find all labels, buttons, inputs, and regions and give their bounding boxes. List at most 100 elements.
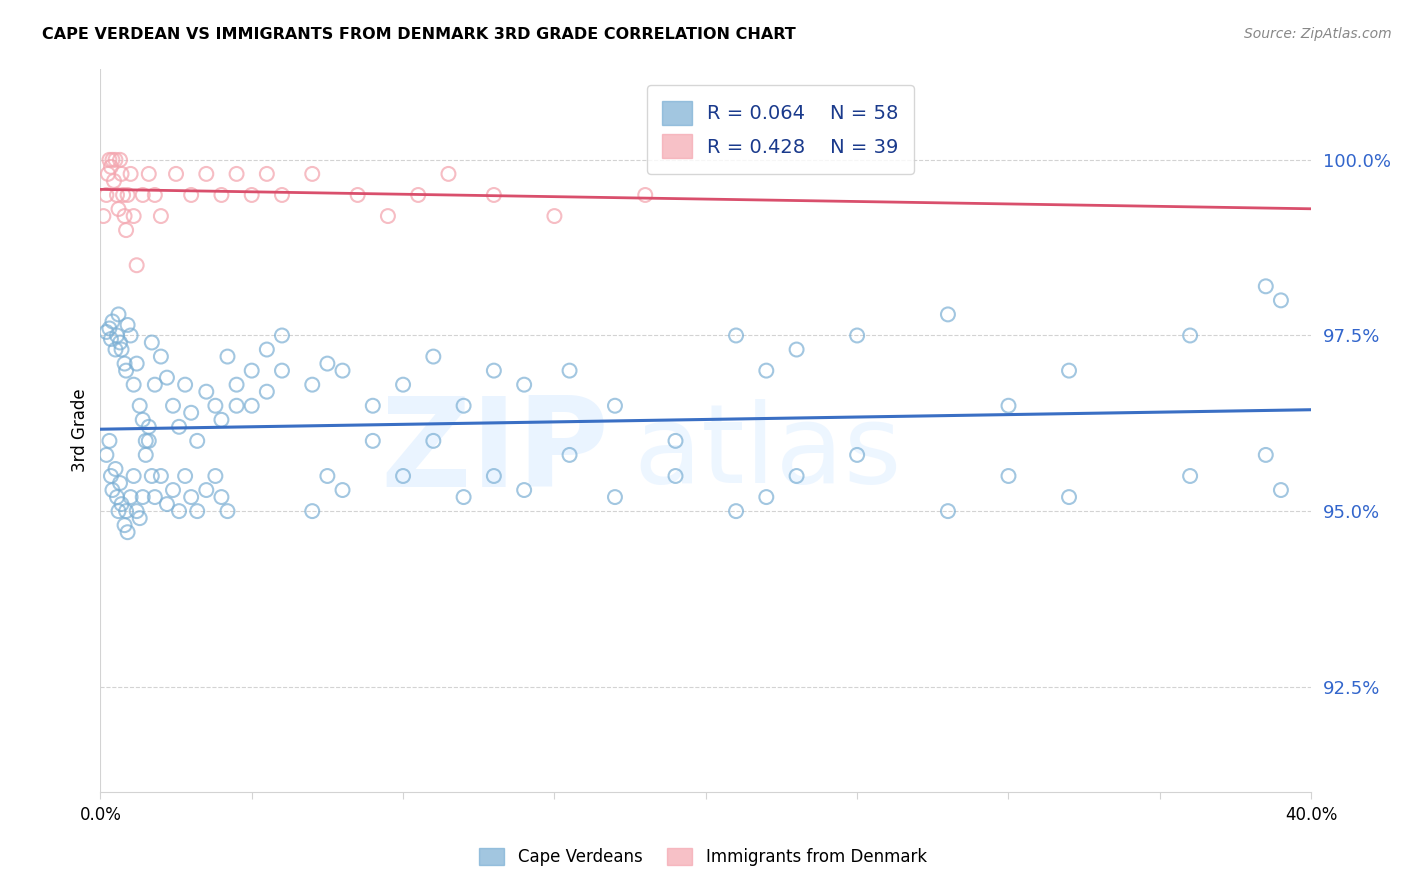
Point bbox=[180, 188, 202, 202]
Point bbox=[664, 469, 686, 483]
Point bbox=[603, 399, 626, 413]
Point bbox=[603, 490, 626, 504]
Point bbox=[138, 167, 160, 181]
Point bbox=[846, 328, 869, 343]
Point bbox=[105, 490, 128, 504]
Text: CAPE VERDEAN VS IMMIGRANTS FROM DENMARK 3RD GRADE CORRELATION CHART: CAPE VERDEAN VS IMMIGRANTS FROM DENMARK … bbox=[42, 27, 796, 42]
Point bbox=[101, 153, 124, 167]
Text: 0.0%: 0.0% bbox=[79, 806, 121, 824]
Point bbox=[120, 328, 142, 343]
Point bbox=[114, 357, 136, 371]
Point bbox=[100, 160, 122, 174]
Point bbox=[543, 209, 565, 223]
Point bbox=[271, 328, 294, 343]
Point bbox=[332, 363, 354, 377]
Point bbox=[108, 476, 131, 491]
Point bbox=[115, 363, 138, 377]
Point bbox=[204, 469, 226, 483]
Point bbox=[195, 167, 218, 181]
Point bbox=[96, 188, 118, 202]
Point bbox=[115, 223, 138, 237]
Point bbox=[453, 490, 475, 504]
Point bbox=[225, 399, 247, 413]
Point bbox=[186, 434, 208, 448]
Point bbox=[132, 490, 155, 504]
Point bbox=[422, 434, 444, 448]
Point bbox=[392, 377, 415, 392]
Legend: R = 0.064    N = 58, R = 0.428    N = 39: R = 0.064 N = 58, R = 0.428 N = 39 bbox=[647, 86, 914, 174]
Point bbox=[195, 384, 218, 399]
Point bbox=[115, 504, 138, 518]
Point bbox=[122, 377, 145, 392]
Point bbox=[93, 209, 115, 223]
Point bbox=[997, 399, 1019, 413]
Point bbox=[1270, 293, 1292, 308]
Point bbox=[240, 188, 263, 202]
Point bbox=[1254, 279, 1277, 293]
Point bbox=[786, 343, 808, 357]
Point bbox=[453, 399, 475, 413]
Point bbox=[316, 357, 339, 371]
Point bbox=[174, 377, 197, 392]
Point bbox=[105, 188, 128, 202]
Point bbox=[225, 377, 247, 392]
Point bbox=[114, 518, 136, 533]
Point bbox=[482, 363, 505, 377]
Point bbox=[1057, 490, 1080, 504]
Point bbox=[217, 350, 239, 364]
Point bbox=[98, 321, 121, 335]
Point bbox=[180, 490, 202, 504]
Point bbox=[97, 167, 120, 181]
Point bbox=[936, 307, 959, 321]
Point bbox=[143, 490, 166, 504]
Point bbox=[165, 167, 187, 181]
Point bbox=[141, 469, 163, 483]
Point bbox=[98, 434, 121, 448]
Point bbox=[346, 188, 368, 202]
Text: atlas: atlas bbox=[633, 399, 901, 506]
Point bbox=[162, 483, 184, 497]
Point bbox=[361, 434, 384, 448]
Point bbox=[217, 504, 239, 518]
Point bbox=[406, 188, 429, 202]
Point bbox=[167, 419, 190, 434]
Point bbox=[482, 469, 505, 483]
Point bbox=[125, 504, 148, 518]
Point bbox=[100, 469, 122, 483]
Point bbox=[132, 413, 155, 427]
Point bbox=[108, 335, 131, 350]
Point bbox=[117, 318, 139, 332]
Point bbox=[209, 188, 232, 202]
Point bbox=[301, 377, 323, 392]
Point bbox=[114, 209, 136, 223]
Point bbox=[271, 188, 294, 202]
Point bbox=[132, 188, 155, 202]
Point bbox=[664, 434, 686, 448]
Point bbox=[377, 209, 399, 223]
Point bbox=[167, 504, 190, 518]
Point bbox=[361, 399, 384, 413]
Point bbox=[256, 167, 278, 181]
Point bbox=[125, 357, 148, 371]
Point bbox=[128, 511, 150, 525]
Point bbox=[135, 434, 157, 448]
Point bbox=[936, 504, 959, 518]
Point bbox=[195, 483, 218, 497]
Point bbox=[100, 332, 122, 346]
Text: Source: ZipAtlas.com: Source: ZipAtlas.com bbox=[1244, 27, 1392, 41]
Point bbox=[513, 377, 536, 392]
Point bbox=[107, 202, 129, 216]
Point bbox=[103, 174, 125, 188]
Point bbox=[174, 469, 197, 483]
Point bbox=[101, 314, 124, 328]
Point bbox=[143, 377, 166, 392]
Point bbox=[104, 153, 127, 167]
Point bbox=[725, 504, 748, 518]
Point bbox=[98, 153, 121, 167]
Point bbox=[104, 462, 127, 476]
Point bbox=[149, 350, 172, 364]
Point bbox=[107, 504, 129, 518]
Point bbox=[422, 350, 444, 364]
Point bbox=[786, 469, 808, 483]
Point bbox=[1254, 448, 1277, 462]
